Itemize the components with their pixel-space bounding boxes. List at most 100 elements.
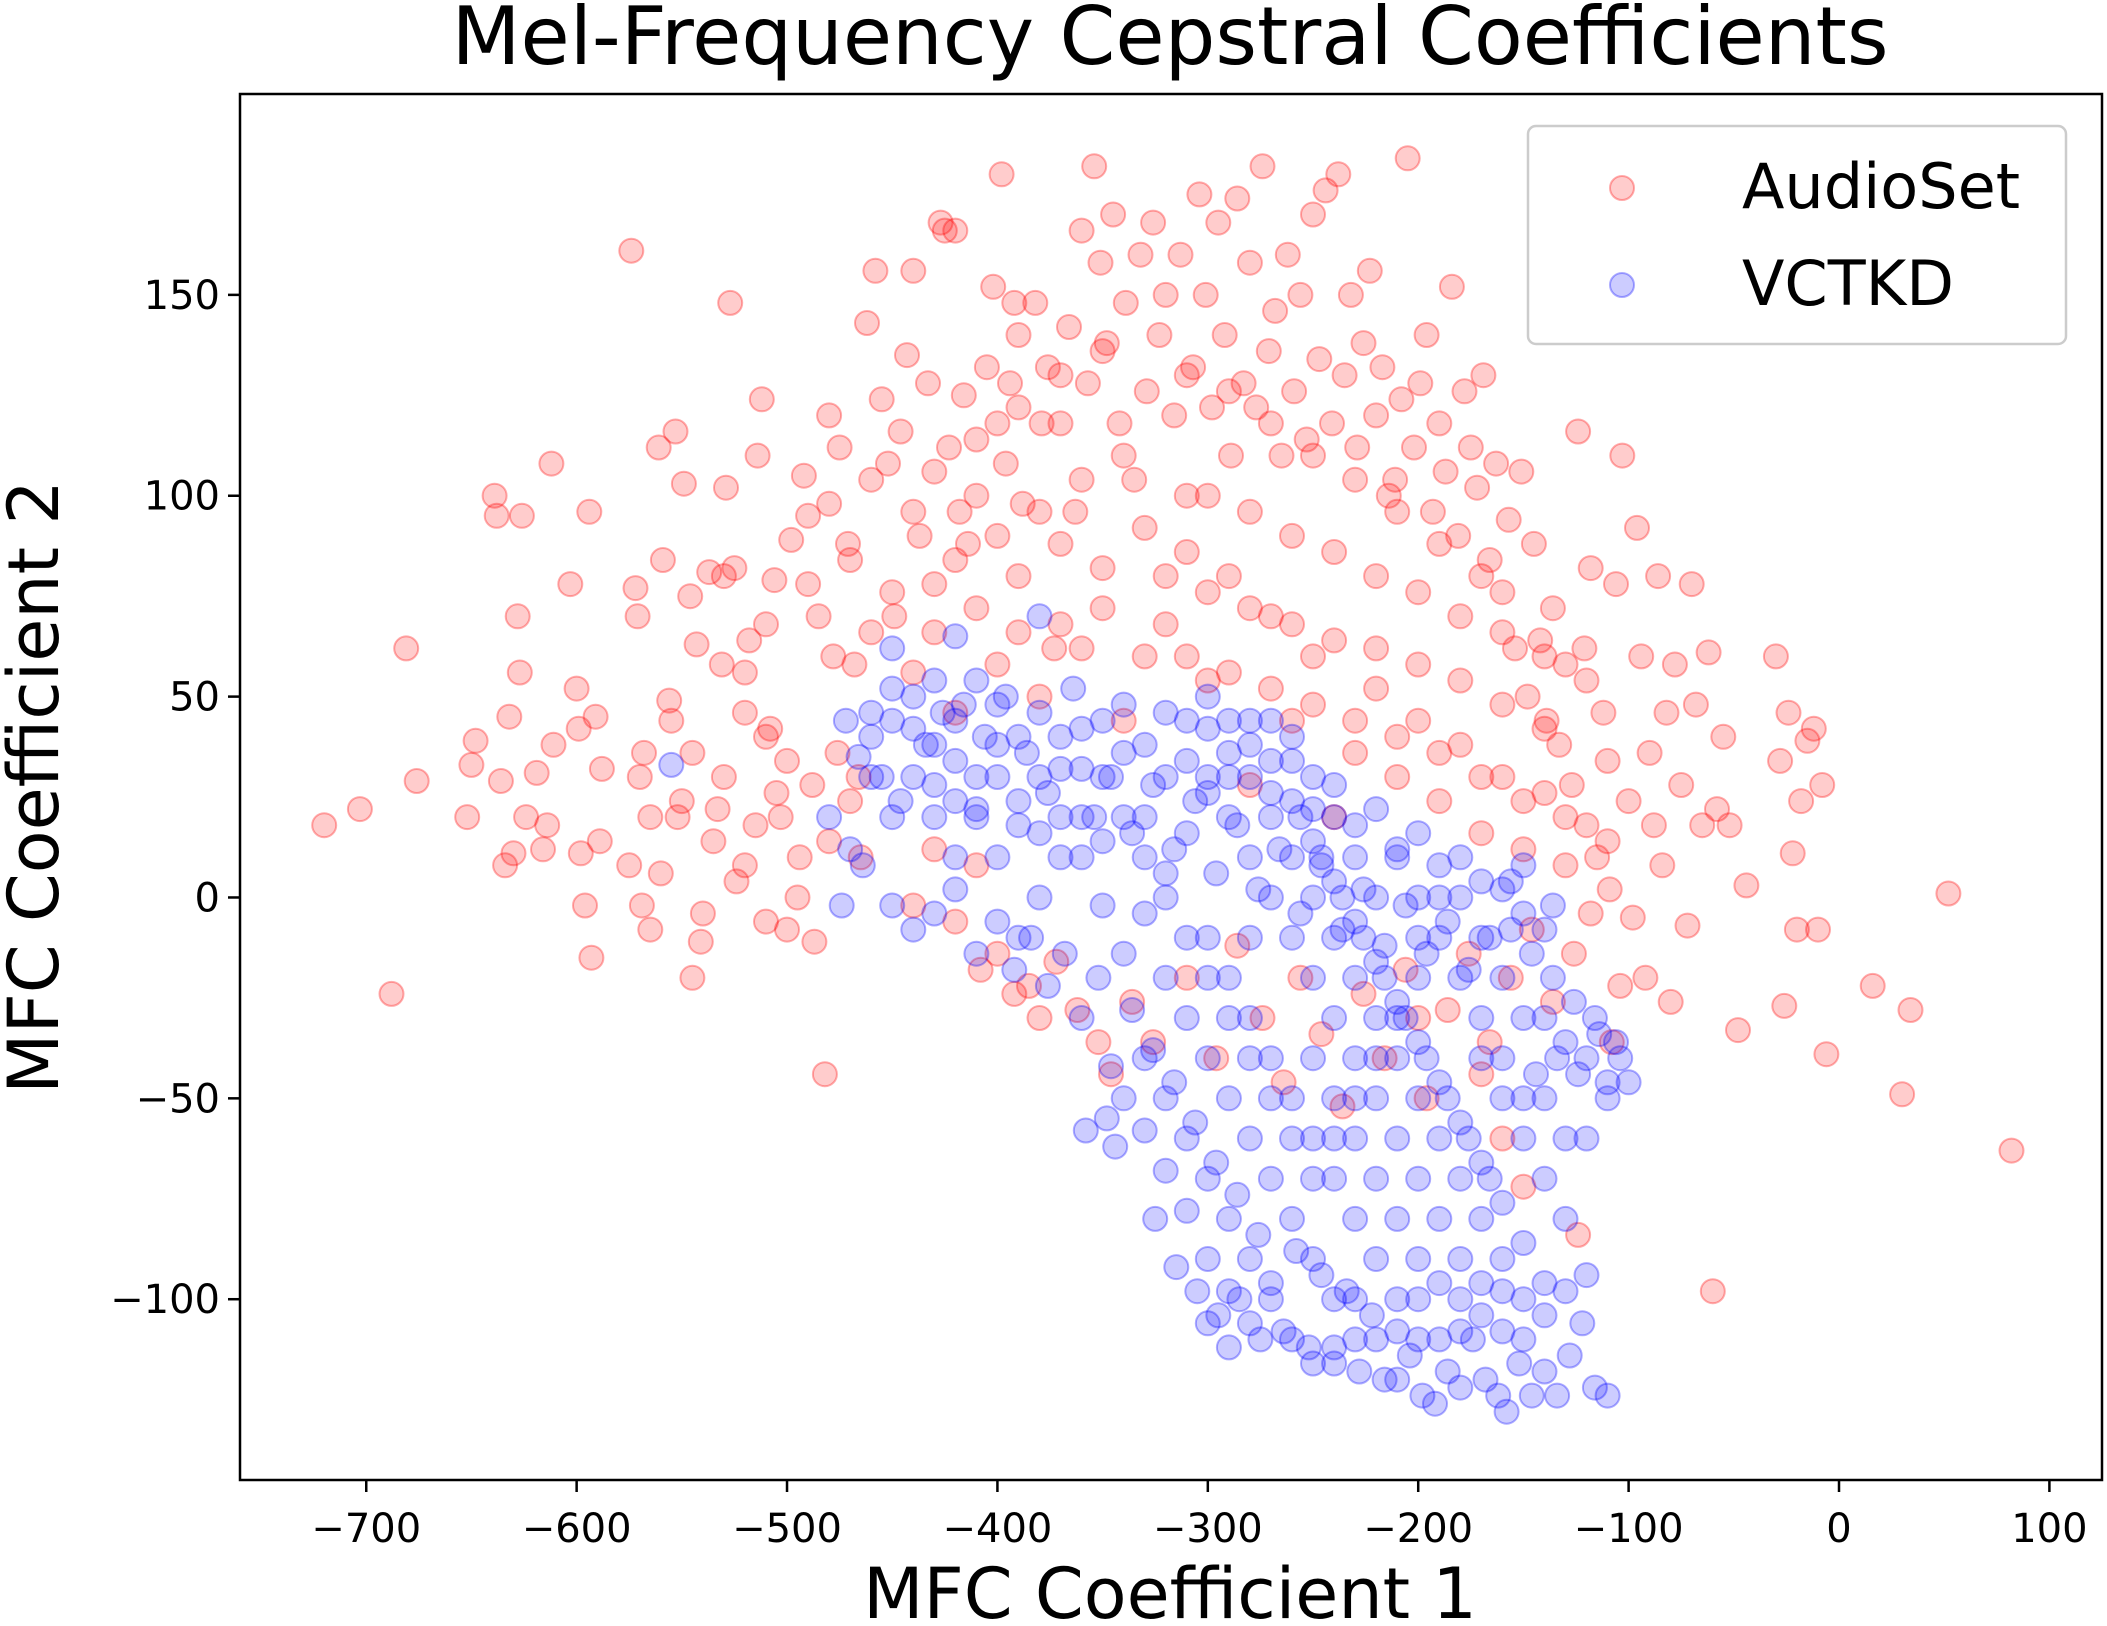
point-vctkd-252 <box>1426 924 1453 951</box>
point-vctkd-75 <box>1603 1029 1629 1056</box>
point-audioset-197 <box>1596 876 1623 903</box>
point-vctkd-209 <box>1173 1005 1200 1031</box>
point-vctkd-349 <box>1329 884 1356 911</box>
point-audioset-66 <box>790 462 817 489</box>
point-audioset-113 <box>1062 498 1089 525</box>
point-vctkd-16 <box>984 764 1011 790</box>
point-vctkd-27 <box>1098 764 1124 790</box>
point-audioset-86 <box>915 370 941 397</box>
point-audioset-245 <box>1405 1005 1432 1031</box>
point-audioset-366 <box>1110 442 1137 469</box>
point-vctkd-96 <box>1068 1005 1095 1031</box>
point-vctkd-63 <box>1476 924 1503 951</box>
x-tick-label: 0 <box>1826 1506 1851 1552</box>
point-vctkd-210 <box>1194 1045 1221 1072</box>
point-vctkd-31 <box>1140 772 1167 798</box>
point-audioset-169 <box>1419 498 1446 525</box>
point-vctkd-1 <box>816 804 843 831</box>
point-audioset-205 <box>1636 739 1663 766</box>
y-tick-label: −100 <box>110 1277 220 1323</box>
point-audioset-112 <box>1056 314 1082 340</box>
point-vctkd-277 <box>900 764 927 790</box>
point-audioset-393 <box>1405 651 1432 678</box>
point-audioset-257 <box>858 619 885 646</box>
point-vctkd-317 <box>963 764 990 790</box>
point-vctkd-92 <box>1001 956 1028 983</box>
point-audioset-227 <box>1775 699 1802 726</box>
point-audioset-122 <box>1121 466 1148 493</box>
point-vctkd-297 <box>1384 844 1411 871</box>
point-audioset-239 <box>1935 880 1962 907</box>
point-vctkd-191 <box>1194 924 1221 951</box>
point-vctkd-95 <box>1051 940 1078 967</box>
point-audioset-19 <box>530 836 556 863</box>
point-vctkd-266 <box>1131 844 1158 871</box>
point-audioset-26 <box>567 840 594 867</box>
point-audioset-62 <box>767 804 794 831</box>
point-audioset-8 <box>481 482 508 509</box>
point-vctkd-246 <box>1544 1045 1571 1072</box>
point-vctkd-228 <box>1405 1085 1432 1112</box>
point-audioset-221 <box>1716 812 1743 839</box>
point-audioset-81 <box>881 603 908 630</box>
point-audioset-12 <box>496 703 523 730</box>
point-audioset-300 <box>1329 1093 1356 1120</box>
point-audioset-369 <box>984 522 1011 549</box>
point-vctkd-211 <box>1215 1085 1242 1112</box>
point-audioset-171 <box>1432 458 1459 485</box>
point-vctkd-199 <box>1363 1246 1390 1272</box>
point-audioset-376 <box>1257 410 1284 437</box>
point-audioset-371 <box>900 498 927 525</box>
point-vctkd-125 <box>1409 1382 1436 1409</box>
point-vctkd-112 <box>1245 1221 1272 1248</box>
point-vctkd-158 <box>1531 1270 1558 1297</box>
point-audioset-363 <box>1489 619 1516 646</box>
point-vctkd-55 <box>1392 892 1419 919</box>
point-audioset-52 <box>713 474 739 501</box>
point-vctkd-304 <box>1236 764 1263 790</box>
point-audioset-196 <box>1590 699 1617 726</box>
point-audioset-49 <box>696 559 723 586</box>
point-audioset-230 <box>1788 788 1815 815</box>
point-vctkd-296 <box>1405 884 1432 911</box>
point-vctkd-138 <box>1569 1310 1596 1337</box>
point-audioset-21 <box>538 450 565 477</box>
chart-title: Mel-Frequency Cepstral Coefficients <box>451 0 1888 83</box>
point-vctkd-205 <box>1300 1246 1326 1272</box>
point-audioset-108 <box>1028 410 1055 437</box>
point-audioset-296 <box>1249 1005 1276 1031</box>
point-vctkd-157 <box>1510 1286 1537 1313</box>
point-vctkd-179 <box>1089 892 1116 919</box>
point-vctkd-155 <box>1468 1302 1495 1329</box>
point-audioset-33 <box>618 237 645 264</box>
point-audioset-152 <box>1312 177 1339 204</box>
point-audioset-236 <box>1859 972 1886 999</box>
point-audioset-92 <box>946 498 973 525</box>
point-audioset-212 <box>1668 772 1695 798</box>
point-audioset-255 <box>942 699 969 726</box>
point-vctkd-342 <box>1476 1165 1503 1192</box>
point-audioset-396 <box>1531 715 1558 742</box>
point-vctkd-54 <box>1384 836 1411 863</box>
point-vctkd-232 <box>1489 1246 1516 1272</box>
y-axis-ticks: −100 −50 0 50 100 150 <box>110 273 240 1323</box>
point-audioset-246 <box>1321 804 1348 831</box>
point-vctkd-285 <box>1300 884 1326 911</box>
point-vctkd-312 <box>1068 715 1095 742</box>
point-audioset-351 <box>1426 739 1453 766</box>
point-audioset-298 <box>1287 964 1314 991</box>
point-audioset-78 <box>862 257 889 284</box>
point-audioset-216 <box>1689 812 1716 839</box>
point-audioset-277 <box>637 804 664 831</box>
point-vctkd-347 <box>1371 964 1398 991</box>
point-audioset-126 <box>1146 322 1173 348</box>
point-audioset-207 <box>1645 563 1672 590</box>
point-vctkd-273 <box>984 844 1011 871</box>
point-audioset-104 <box>1005 322 1032 348</box>
point-audioset-397 <box>1089 595 1116 622</box>
point-audioset-36 <box>628 892 655 919</box>
point-audioset-39 <box>645 434 672 461</box>
point-audioset-185 <box>1520 530 1547 557</box>
point-audioset-20 <box>534 812 561 839</box>
point-vctkd-129 <box>1459 1326 1486 1353</box>
